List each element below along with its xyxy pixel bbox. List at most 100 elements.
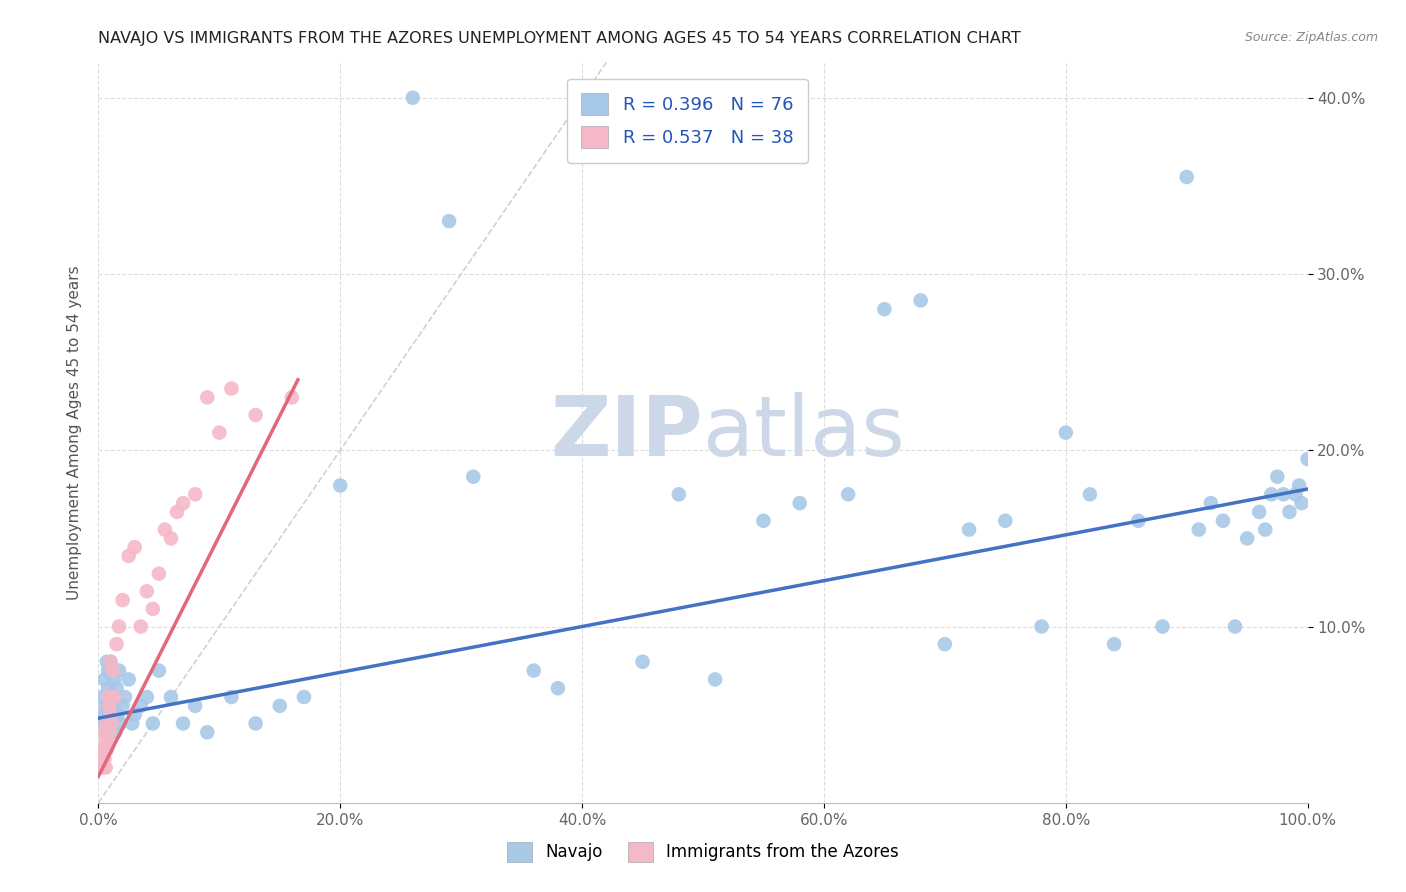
Point (105, 681, 128, 696)
Point (148, 566, 170, 581)
Point (160, 690, 183, 704)
Point (789, 496, 811, 510)
Point (94, 760, 117, 774)
Point (1188, 523, 1211, 537)
Point (97, 681, 120, 696)
Point (101, 698, 124, 713)
Point (142, 716, 165, 731)
Point (704, 673, 727, 687)
Point (97, 664, 120, 678)
Point (523, 664, 546, 678)
Point (111, 698, 134, 713)
Point (100, 655, 122, 669)
Point (752, 514, 775, 528)
Point (1291, 496, 1313, 510)
Point (91, 743, 114, 757)
Point (135, 584, 157, 599)
Point (631, 655, 654, 669)
Point (96, 725, 118, 739)
Point (93, 725, 115, 739)
Point (292, 690, 315, 704)
Point (668, 487, 690, 501)
Point (93, 716, 115, 731)
Point (1223, 619, 1246, 633)
Point (97, 734, 120, 748)
Point (1296, 452, 1319, 467)
Point (1128, 514, 1150, 528)
Text: NAVAJO VS IMMIGRANTS FROM THE AZORES UNEMPLOYMENT AMONG AGES 45 TO 54 YEARS CORR: NAVAJO VS IMMIGRANTS FROM THE AZORES UNE… (98, 31, 1021, 46)
Point (153, 523, 176, 537)
Point (1267, 469, 1289, 483)
Point (547, 681, 569, 696)
Point (93, 673, 115, 687)
Point (437, 214, 460, 228)
Point (1054, 425, 1077, 440)
Point (129, 619, 152, 633)
Point (160, 532, 183, 546)
Point (100, 716, 122, 731)
Point (124, 540, 146, 554)
Text: atlas: atlas (703, 392, 904, 473)
Point (184, 487, 207, 501)
Point (101, 664, 124, 678)
Point (98, 725, 121, 739)
Point (184, 698, 207, 713)
Point (281, 390, 304, 404)
Point (1031, 619, 1053, 633)
Point (910, 293, 932, 308)
Point (873, 302, 896, 317)
Point (97, 690, 120, 704)
Point (135, 690, 157, 704)
Point (118, 673, 141, 687)
Point (1152, 619, 1174, 633)
Point (108, 664, 131, 678)
Point (91, 707, 114, 722)
Point (108, 619, 131, 633)
Point (121, 716, 143, 731)
Point (1260, 487, 1282, 501)
Point (103, 690, 125, 704)
Point (329, 478, 352, 492)
Point (172, 716, 194, 731)
Point (94, 698, 117, 713)
Point (100, 690, 122, 704)
Point (104, 725, 127, 739)
Point (994, 514, 1017, 528)
Point (111, 593, 134, 607)
Point (100, 707, 122, 722)
Point (1102, 637, 1125, 651)
Point (98, 707, 121, 722)
Point (1078, 487, 1101, 501)
Point (96, 655, 118, 669)
Point (1236, 532, 1258, 546)
Point (1288, 478, 1310, 492)
Point (90, 743, 112, 757)
Point (108, 716, 131, 731)
Legend: Navajo, Immigrants from the Azores: Navajo, Immigrants from the Azores (501, 835, 905, 869)
Point (142, 602, 165, 616)
Point (1278, 505, 1301, 519)
Point (1199, 496, 1222, 510)
Point (91, 690, 114, 704)
Point (105, 637, 128, 651)
Point (166, 505, 188, 519)
Point (245, 716, 267, 731)
Point (98, 698, 121, 713)
Point (245, 408, 267, 422)
Point (124, 707, 146, 722)
Point (118, 549, 141, 563)
Point (463, 469, 485, 483)
Point (1254, 523, 1277, 537)
Point (96, 716, 118, 731)
Point (957, 523, 980, 537)
Point (837, 487, 859, 501)
Point (96, 743, 118, 757)
Point (100, 716, 122, 731)
Point (103, 673, 125, 687)
Point (91, 760, 114, 774)
Point (94, 734, 117, 748)
Point (1249, 505, 1271, 519)
Point (148, 664, 170, 678)
Point (1272, 487, 1295, 501)
Point (129, 698, 152, 713)
